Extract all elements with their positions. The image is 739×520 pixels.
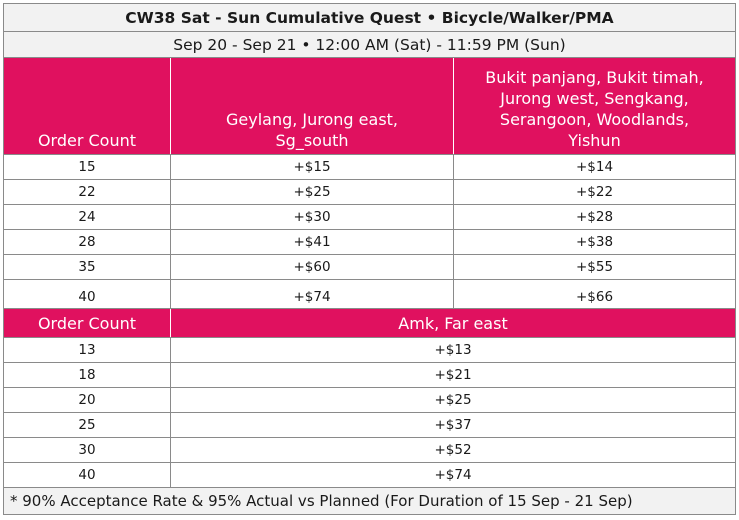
table-row: 22 +$25 +$22 [3, 180, 736, 205]
order-count-header: Order Count [4, 309, 171, 337]
bonus-cell: +$41 [171, 230, 454, 254]
bonus-cell: +$37 [434, 417, 472, 433]
zone-b-header: Bukit panjang, Bukit timah, Jurong west,… [454, 58, 735, 154]
order-count-cell: 40 [4, 463, 171, 487]
table-row: 18 +$21 [3, 363, 736, 388]
bonus-cell: +$22 [575, 184, 614, 200]
bonus-cell: +$38 [575, 234, 614, 250]
table-row: 13 +$13 [3, 338, 736, 363]
order-count-cell: 28 [4, 230, 171, 254]
bonus-cell: +$74 [434, 467, 472, 483]
bonus-cell: +$66 [575, 289, 614, 305]
zone-b-header-line: Serangoon, Woodlands, [499, 110, 690, 129]
order-count-cell: 20 [4, 388, 171, 412]
footnote-row: * 90% Acceptance Rate & 95% Actual vs Pl… [3, 488, 736, 515]
bonus-cell: +$55 [575, 259, 614, 275]
bonus-cell: +$60 [171, 255, 454, 279]
order-count-cell: 13 [4, 338, 171, 362]
bonus-cell: +$74 [171, 280, 454, 308]
table-row: 30 +$52 [3, 438, 736, 463]
order-count-cell: 40 [4, 280, 171, 308]
bonus-cell: +$14 [575, 159, 614, 175]
order-count-cell: 22 [4, 180, 171, 204]
bonus-cell: +$13 [434, 342, 472, 358]
zone-b-header-line: Jurong west, Sengkang, [500, 89, 689, 108]
title-row: CW38 Sat - Sun Cumulative Quest • Bicycl… [3, 3, 736, 32]
zone-b-header-line: Yishun [568, 131, 621, 150]
order-count-cell: 25 [4, 413, 171, 437]
bonus-cell: +$15 [171, 155, 454, 179]
order-count-cell: 30 [4, 438, 171, 462]
table-row: 15 +$15 +$14 [3, 155, 736, 180]
subtitle-row: Sep 20 - Sep 21 • 12:00 AM (Sat) - 11:59… [3, 32, 736, 58]
table1-header-row: Order Count Geylang, Jurong east, Sg_sou… [3, 58, 736, 155]
bonus-cell: +$30 [171, 205, 454, 229]
zone-a-header-line: Geylang, Jurong east, [225, 110, 399, 129]
order-count-cell: 24 [4, 205, 171, 229]
order-count-cell: 15 [4, 155, 171, 179]
page-title: CW38 Sat - Sun Cumulative Quest • Bicycl… [125, 8, 614, 27]
bonus-cell: +$25 [171, 180, 454, 204]
order-count-cell: 35 [4, 255, 171, 279]
table-row: 40 +$74 +$66 [3, 280, 736, 309]
bonus-cell: +$52 [434, 442, 472, 458]
footnote: * 90% Acceptance Rate & 95% Actual vs Pl… [10, 492, 633, 510]
zone-a-header-line: Sg_south [275, 131, 349, 150]
bonus-cell: +$28 [575, 209, 614, 225]
zone-c-header: Amk, Far east [398, 313, 508, 333]
quest-table: CW38 Sat - Sun Cumulative Quest • Bicycl… [3, 3, 736, 515]
bonus-cell: +$25 [434, 392, 472, 408]
table-row: 24 +$30 +$28 [3, 205, 736, 230]
zone-b-header-line: Bukit panjang, Bukit timah, [485, 68, 704, 87]
bonus-cell: +$21 [434, 367, 472, 383]
table-row: 35 +$60 +$55 [3, 255, 736, 280]
table-row: 40 +$74 [3, 463, 736, 488]
table-row: 25 +$37 [3, 413, 736, 438]
order-count-header: Order Count [4, 58, 171, 154]
zone-a-header: Geylang, Jurong east, Sg_south [171, 58, 454, 154]
date-range: Sep 20 - Sep 21 • 12:00 AM (Sat) - 11:59… [173, 35, 566, 54]
table-row: 28 +$41 +$38 [3, 230, 736, 255]
table-row: 20 +$25 [3, 388, 736, 413]
order-count-cell: 18 [4, 363, 171, 387]
table2-header-row: Order Count Amk, Far east [3, 309, 736, 338]
